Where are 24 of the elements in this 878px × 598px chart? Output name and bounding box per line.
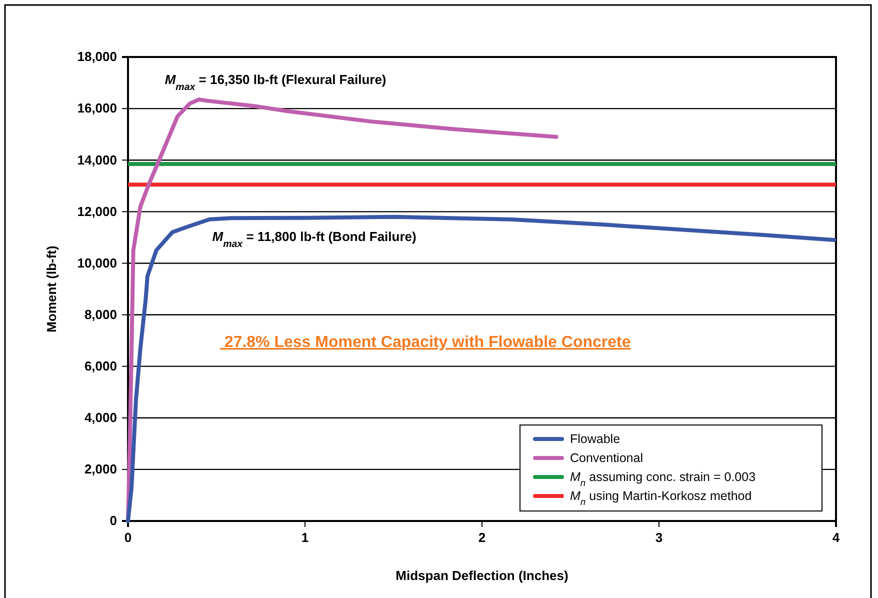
annotation: M$_{max}$ = 16,350 lb-ft (Flexural Failure) [164,72,386,92]
legend-label: M$_{n}$ assuming conc. strain = 0.003 [570,470,756,488]
y-tick-label: 4,000 [84,410,117,426]
x-tick-label: 2 [478,530,486,546]
y-tick-label: 14,000 [77,152,117,168]
x-axis-title: Midspan Deflection (Inches) [396,568,568,583]
x-tick-label: 3 [655,530,663,546]
y-tick-label: 2,000 [84,462,117,477]
legend-label: M$_{n}$ using Martin-Korkosz method [570,489,752,507]
legend-label: Flowable [570,432,620,446]
y-tick-label: 18,000 [77,49,117,64]
annotation: M$_{max}$ = 11,800 lb-ft (Bond Failure) [212,229,416,250]
legend-label: Conventional [570,451,643,465]
y-tick-label: 8,000 [84,306,117,322]
y-axis-title: Moment (lb-ft) [44,246,59,332]
x-tick-label: 4 [832,530,840,546]
x-tick-label: 0 [124,530,132,546]
y-tick-label: 12,000 [77,204,117,219]
y-tick-label: 6,000 [84,358,117,374]
annotation: 27.8% Less Moment Capacity with Flowable Concrete [220,334,631,351]
x-tick-label: 1 [301,530,309,546]
y-tick-label: 0 [110,513,117,528]
y-tick-label: 10,000 [77,255,117,270]
y-tick-label: 16,000 [77,100,117,116]
